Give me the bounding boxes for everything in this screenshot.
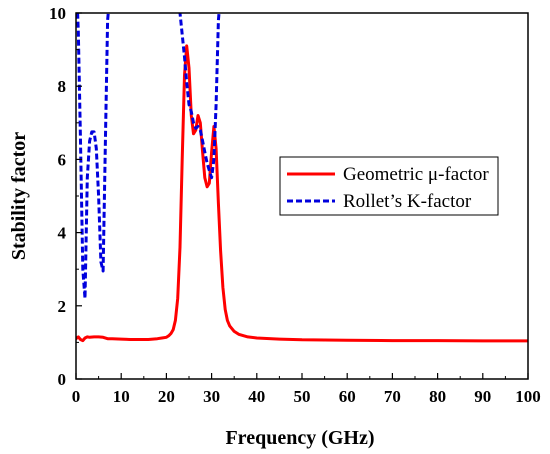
y-tick-label: 6 bbox=[58, 150, 67, 169]
legend-label-mu: Geometric μ-factor bbox=[343, 164, 489, 185]
y-axis: 0 2 4 6 8 10 bbox=[49, 4, 82, 389]
series-layer bbox=[76, 13, 528, 343]
x-tick-label: 20 bbox=[158, 387, 175, 406]
x-tick-label: 90 bbox=[474, 387, 491, 406]
legend-label-k: Rollet’s K-factor bbox=[343, 191, 472, 212]
x-axis-title: Frequency (GHz) bbox=[225, 427, 374, 449]
x-tick-label: 30 bbox=[203, 387, 220, 406]
y-tick-label: 0 bbox=[58, 370, 67, 389]
series-line-mu-factor bbox=[76, 44, 528, 343]
y-tick-label: 2 bbox=[58, 297, 67, 316]
y-tick-label: 8 bbox=[58, 77, 67, 96]
x-tick-label: 0 bbox=[72, 387, 81, 406]
x-tick-label: 100 bbox=[515, 387, 541, 406]
y-axis-title: Stability factor bbox=[8, 132, 30, 260]
legend: Geometric μ-factor Rollet’s K-factor bbox=[279, 156, 499, 216]
legend-box bbox=[279, 156, 499, 216]
y-tick-label: 4 bbox=[58, 224, 67, 243]
x-axis: 0 10 20 30 40 50 60 70 80 90 100 bbox=[72, 373, 541, 406]
x-tick-label: 60 bbox=[339, 387, 356, 406]
x-tick-label: 70 bbox=[384, 387, 401, 406]
x-tick-label: 50 bbox=[294, 387, 311, 406]
x-tick-label: 80 bbox=[429, 387, 446, 406]
x-tick-label: 40 bbox=[248, 387, 265, 406]
series-line-k-factor bbox=[76, 13, 221, 300]
y-tick-label: 10 bbox=[49, 4, 66, 23]
x-tick-label: 10 bbox=[113, 387, 130, 406]
